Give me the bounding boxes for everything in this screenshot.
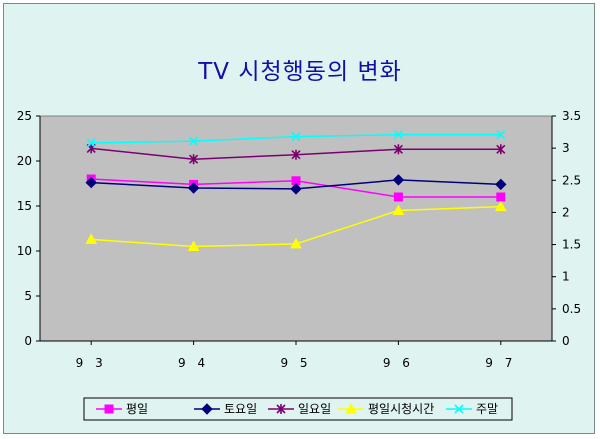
legend-marker	[276, 404, 286, 414]
x-tick-label: 9 6	[383, 356, 414, 370]
data-point	[393, 192, 403, 202]
right-tick-label: 3	[562, 141, 570, 155]
right-tick-label: 1.5	[562, 238, 581, 252]
left-tick-label: 5	[24, 289, 32, 303]
left-tick-label: 20	[17, 154, 32, 168]
right-tick-label: 0.5	[562, 302, 581, 316]
left-tick-label: 25	[17, 109, 32, 123]
data-point	[496, 130, 506, 140]
data-point	[189, 154, 199, 165]
right-tick-label: 1	[562, 270, 570, 284]
data-point	[290, 183, 302, 195]
legend-marker	[454, 404, 464, 414]
data-point	[291, 132, 301, 142]
data-point	[187, 240, 200, 251]
left-tick-label: 10	[17, 244, 32, 258]
legend-label: 토요일	[224, 402, 257, 416]
data-point	[393, 144, 403, 155]
legend-marker	[345, 402, 357, 414]
legend-label: 주말	[476, 402, 498, 416]
data-point	[85, 233, 98, 244]
data-point	[187, 182, 200, 194]
chart-title: TV 시청행동의 변화	[198, 59, 402, 85]
right-tick-label: 3.5	[562, 109, 581, 123]
legend-label: 일요일	[298, 402, 331, 416]
left-tick-label: 0	[24, 334, 32, 348]
data-point	[496, 144, 506, 155]
x-tick-label: 9 7	[485, 356, 516, 370]
x-tick-label: 9 4	[178, 356, 209, 370]
data-point	[291, 149, 301, 160]
data-point	[392, 204, 405, 215]
legend-label: 평일시청시간	[368, 402, 434, 416]
legend-marker	[104, 404, 114, 414]
data-point	[85, 176, 97, 189]
data-point	[86, 138, 96, 148]
data-point	[393, 130, 403, 140]
right-tick-label: 2	[562, 205, 570, 219]
data-point	[290, 237, 302, 249]
left-tick-label: 15	[17, 199, 32, 213]
data-point	[189, 136, 199, 146]
data-point	[494, 200, 507, 212]
right-tick-label: 0	[562, 334, 570, 348]
data-point	[495, 178, 507, 191]
data-point	[496, 192, 506, 202]
x-tick-label: 9 3	[76, 356, 107, 370]
legend-label: 평일	[126, 402, 148, 416]
x-tick-label: 9 5	[280, 356, 311, 370]
right-tick-label: 2.5	[562, 173, 581, 187]
legend-marker	[201, 403, 213, 415]
legend-box	[83, 397, 513, 421]
data-point	[392, 174, 405, 186]
